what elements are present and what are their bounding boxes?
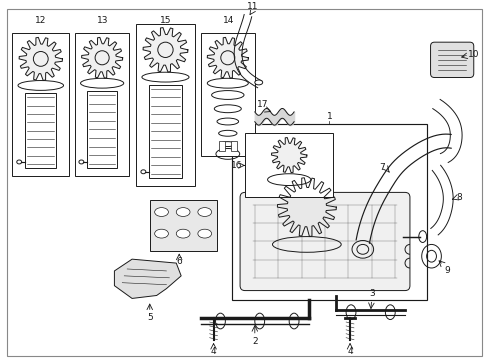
Bar [149,85,181,178]
Polygon shape [143,28,187,72]
Text: 14: 14 [222,17,234,26]
Ellipse shape [198,208,211,216]
Text: 10: 10 [467,50,478,59]
Bar [75,33,129,176]
Ellipse shape [254,80,262,85]
Text: 3: 3 [369,289,375,298]
Text: 6: 6 [176,257,182,266]
Bar [244,134,333,197]
Text: 7: 7 [379,163,385,172]
Bar [12,33,69,176]
Polygon shape [19,37,62,80]
Polygon shape [277,178,336,237]
Text: 4: 4 [210,347,216,356]
Bar [230,141,236,151]
Text: 12: 12 [35,17,46,26]
Text: 17: 17 [256,100,268,109]
Text: 16: 16 [230,161,242,170]
Bar [149,200,216,251]
Bar [136,23,195,185]
Ellipse shape [154,208,168,216]
Ellipse shape [198,229,211,238]
Text: 4: 4 [346,347,352,356]
Ellipse shape [176,208,190,216]
Ellipse shape [176,229,190,238]
Text: 15: 15 [160,17,171,26]
Bar [219,141,224,151]
Text: 5: 5 [146,313,152,322]
Bar [232,124,426,300]
Text: 8: 8 [455,193,461,202]
FancyBboxPatch shape [429,42,473,77]
Bar [201,33,254,156]
Ellipse shape [154,229,168,238]
Text: 2: 2 [251,337,257,346]
Text: 1: 1 [326,112,332,121]
FancyBboxPatch shape [240,192,409,291]
Bar [25,93,56,168]
Polygon shape [114,259,181,298]
Polygon shape [271,138,306,173]
Text: 13: 13 [97,17,108,26]
Text: 11: 11 [246,2,258,11]
Bar [87,91,117,168]
Text: 9: 9 [444,266,449,275]
Polygon shape [81,37,122,78]
Polygon shape [207,37,248,78]
